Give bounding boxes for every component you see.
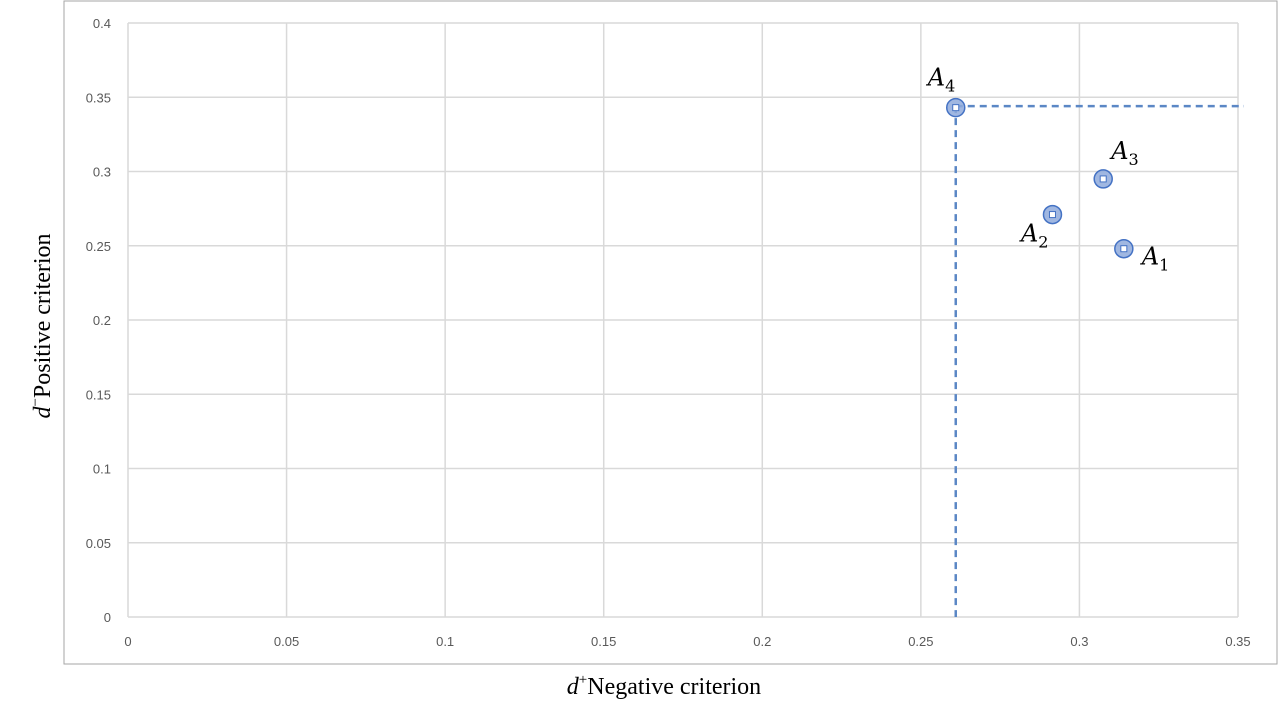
y-tick-label: 0.1 [93,462,111,477]
point-label: A1 [1140,243,1170,275]
tick-labels: 0 0.05 0.1 0.15 0.2 0.25 0.3 0.35 0 0.05 0.1 0.15 0.… [86,16,1251,649]
gridlines [127,22,1239,618]
y-tick-label: 0.4 [93,16,111,31]
x-tick-label: 0.05 [274,634,299,649]
point-marker-center [952,104,960,112]
point-label: A4 [926,64,956,96]
x-axis-title: d+Negative criterion [567,672,761,700]
x-tick-label: 0.1 [436,634,454,649]
y-tick-label: 0 [104,610,111,625]
point-marker-center [1120,245,1128,253]
x-tick-label: 0.2 [753,634,771,649]
x-tick-label: 0 [124,634,131,649]
chart-frame [63,0,1278,665]
point-label: A3 [1109,137,1139,169]
x-tick-label: 0.15 [591,634,616,649]
data-points: A1 A2 A3 A4 [926,64,1170,275]
reference-lines [954,104,1244,617]
y-tick-label: 0.05 [86,536,111,551]
x-tick-label: 0.3 [1070,634,1088,649]
y-tick-label: 0.2 [93,313,111,328]
point-marker-center [1048,211,1056,219]
point-label: A2 [1019,220,1049,252]
y-tick-label: 0.35 [86,90,111,105]
data-point-A1: A1 [1114,238,1170,275]
y-axis-title: d−Positive criterion [28,233,56,418]
data-point-A3: A3 [1093,137,1139,189]
y-tick-label: 0.15 [86,387,111,402]
data-point-A2: A2 [1019,204,1063,252]
y-tick-label: 0.25 [86,239,111,254]
point-marker-center [1099,175,1107,183]
x-tick-label: 0.25 [908,634,933,649]
x-tick-label: 0.35 [1225,634,1250,649]
y-tick-label: 0.3 [93,165,111,180]
data-point-A4: A4 [926,64,966,118]
